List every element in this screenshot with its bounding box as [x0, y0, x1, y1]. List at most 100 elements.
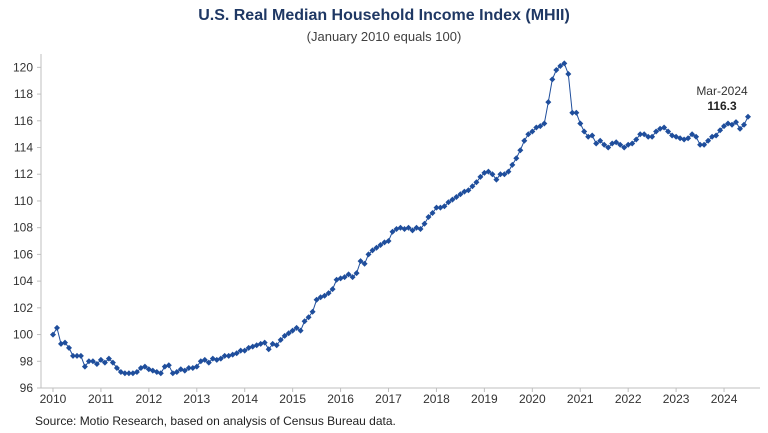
data-point: [453, 194, 460, 200]
data-point: [641, 131, 648, 138]
y-axis-ticks: 96 98 100 102 104 106 108 110 112 114 116 118 120: [13, 60, 41, 395]
data-point: [473, 179, 480, 186]
data-point: [157, 370, 164, 377]
data-point: [389, 228, 396, 235]
data-point: [281, 332, 288, 339]
data-point: [369, 247, 376, 254]
data-point: [365, 251, 372, 258]
data-point: [729, 121, 735, 128]
data-point: [54, 324, 60, 331]
data-point: [429, 210, 436, 216]
data-point: [409, 227, 416, 234]
data-point: [74, 352, 80, 359]
data-point: [733, 119, 739, 126]
y-tick-label: 118: [14, 87, 33, 101]
data-point: [101, 359, 108, 366]
data-point: [373, 244, 380, 251]
x-tick-label: 2018: [423, 392, 450, 406]
data-point: [649, 133, 656, 140]
data-point: [517, 147, 524, 154]
data-point: [285, 330, 292, 337]
data-point: [433, 204, 440, 211]
data-point: [621, 144, 628, 151]
data-point: [605, 144, 612, 151]
data-point: [529, 128, 536, 135]
data-point: [305, 314, 312, 321]
x-tick-label: 2014: [231, 392, 258, 406]
data-point: [737, 125, 743, 132]
data-point: [489, 171, 496, 178]
data-point: [445, 199, 452, 206]
data-point: [505, 168, 512, 175]
data-point: [637, 131, 644, 138]
data-point: [85, 358, 92, 365]
data-point: [485, 168, 492, 175]
data-point: [273, 342, 280, 349]
data-point: [77, 352, 84, 359]
y-tick-label: 110: [14, 194, 33, 208]
x-tick-label: 2024: [711, 392, 738, 406]
x-tick-label: 2013: [183, 392, 210, 406]
data-point: [721, 123, 727, 130]
data-point: [405, 224, 412, 231]
data-point: [521, 137, 528, 144]
y-tick-label: 96: [20, 381, 34, 395]
data-point: [469, 183, 476, 190]
chart-title: U.S. Real Median Household Income Index …: [198, 7, 570, 24]
data-point: [293, 324, 300, 331]
data-point: [741, 121, 747, 128]
data-point: [597, 137, 604, 144]
data-point: [501, 171, 508, 178]
data-point: [569, 109, 576, 116]
data-point: [513, 155, 520, 162]
data-point: [66, 344, 72, 351]
data-point: [493, 176, 500, 183]
data-point: [81, 363, 88, 370]
data-point: [509, 161, 516, 168]
data-point: [701, 141, 708, 148]
data-point: [121, 370, 128, 377]
data-point: [541, 120, 548, 127]
data-point: [97, 356, 104, 363]
data-point: [385, 238, 392, 244]
data-point: [165, 362, 172, 369]
data-point: [497, 171, 504, 178]
data-point: [349, 274, 356, 281]
data-point: [113, 365, 120, 371]
data-point: [357, 258, 364, 265]
x-tick-label: 2015: [279, 392, 306, 406]
x-tick-label: 2022: [615, 392, 642, 406]
data-point: [545, 99, 552, 106]
data-point: [181, 367, 188, 374]
data-point: [421, 220, 428, 227]
data-point: [109, 359, 116, 366]
data-point: [653, 128, 660, 135]
x-tick-label: 2011: [88, 392, 114, 406]
chart-subtitle: (January 2010 equals 100): [307, 29, 462, 44]
data-point: [745, 113, 751, 120]
data-point: [125, 370, 132, 377]
data-point: [325, 290, 332, 297]
data-point: [553, 67, 560, 73]
data-point: [321, 292, 328, 299]
data-point: [577, 120, 584, 127]
chart-source: Source: Motio Research, based on analysi…: [35, 414, 396, 428]
data-point: [661, 124, 668, 131]
data-point: [233, 350, 240, 357]
data-point: [573, 109, 580, 116]
data-point: [133, 369, 140, 375]
data-point: [593, 140, 600, 147]
data-point: [345, 271, 352, 278]
x-tick-label: 2010: [40, 392, 67, 406]
data-point: [221, 352, 228, 359]
data-point: [141, 363, 148, 370]
data-point: [301, 318, 308, 325]
x-tick-label: 2020: [519, 392, 546, 406]
x-axis-ticks: 2010 2011 2012 2013 2014 2015 2016 2017 2018 2019…: [40, 388, 738, 406]
data-point: [417, 226, 424, 232]
data-point: [425, 214, 432, 220]
data-point: [689, 131, 696, 138]
data-point: [50, 331, 56, 338]
data-point: [205, 359, 212, 366]
y-tick-label: 112: [14, 167, 33, 181]
